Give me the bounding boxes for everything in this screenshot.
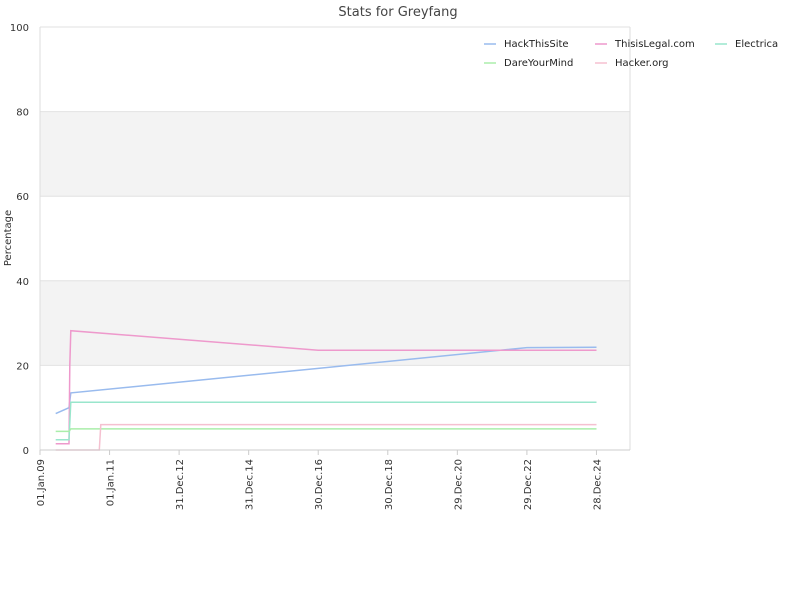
legend-label: HackThisSite xyxy=(504,39,569,50)
y-tick-label: 20 xyxy=(16,361,29,372)
y-tick-labels: 0 20 40 60 80 100 xyxy=(10,23,29,457)
plot-background xyxy=(40,111,630,366)
x-tick-labels: 01.Jan.09 01.Jan.11 31.Dec.12 31.Dec.14 30.D… xyxy=(36,459,603,510)
x-tick-label: 01.Jan.09 xyxy=(36,459,47,506)
series-line xyxy=(55,346,597,415)
y-tick-label: 40 xyxy=(16,277,29,288)
x-tick-label: 31.Dec.14 xyxy=(245,459,256,510)
series-line xyxy=(55,428,597,433)
chart-title: Stats for Greyfang xyxy=(338,5,457,20)
x-tick-label: 29.Dec.22 xyxy=(523,459,534,510)
y-tick-label: 100 xyxy=(10,23,29,34)
series-line xyxy=(55,329,597,445)
axes xyxy=(39,27,631,455)
legend-label: Electrica xyxy=(735,39,778,50)
legend: HackThisSite ThisisLegal.com Electrica Dare… xyxy=(484,39,778,69)
y-axis-label: Percentage xyxy=(3,210,14,266)
legend-label: Hacker.org xyxy=(615,58,669,69)
legend-label: DareYourMind xyxy=(504,58,573,69)
y-tick-label: 80 xyxy=(16,108,29,119)
x-tick-label: 29.Dec.20 xyxy=(453,459,464,510)
series-line xyxy=(55,401,597,441)
legend-label: ThisisLegal.com xyxy=(614,39,695,50)
y-tick-label: 60 xyxy=(16,192,29,203)
x-tick-label: 30.Dec.18 xyxy=(384,459,395,510)
plot-band xyxy=(40,111,630,197)
plot-band xyxy=(40,280,630,366)
y-tick-label: 0 xyxy=(23,446,29,457)
x-tick-label: 31.Dec.12 xyxy=(175,459,186,510)
x-tick-label: 30.Dec.16 xyxy=(314,459,325,510)
x-tick-label: 01.Jan.11 xyxy=(106,459,117,506)
x-tick-label: 28.Dec.24 xyxy=(592,459,603,510)
